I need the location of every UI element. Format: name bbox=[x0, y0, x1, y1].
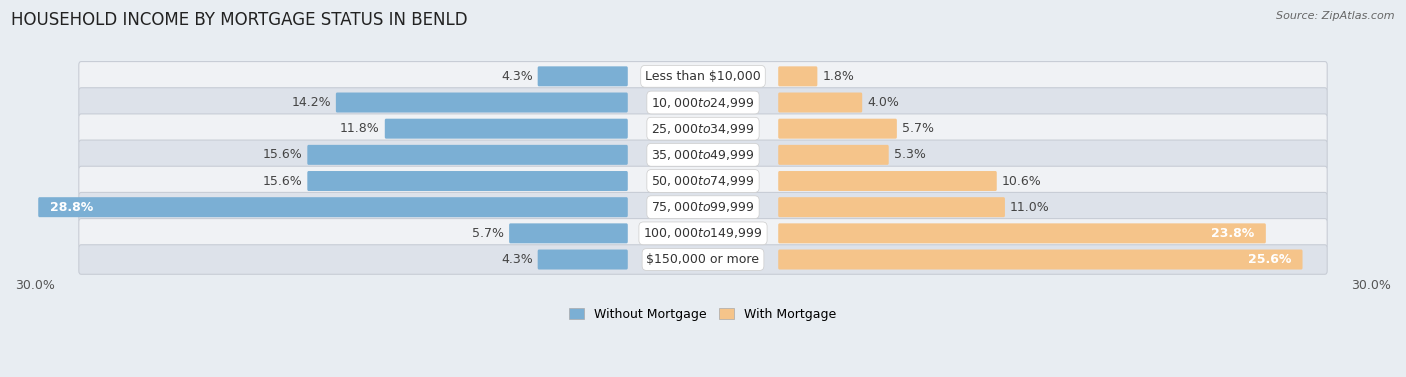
FancyBboxPatch shape bbox=[537, 250, 627, 270]
FancyBboxPatch shape bbox=[79, 219, 1327, 248]
FancyBboxPatch shape bbox=[308, 171, 627, 191]
FancyBboxPatch shape bbox=[79, 88, 1327, 117]
Text: Less than $10,000: Less than $10,000 bbox=[645, 70, 761, 83]
Text: HOUSEHOLD INCOME BY MORTGAGE STATUS IN BENLD: HOUSEHOLD INCOME BY MORTGAGE STATUS IN B… bbox=[11, 11, 468, 29]
FancyBboxPatch shape bbox=[779, 197, 1005, 217]
FancyBboxPatch shape bbox=[779, 223, 1265, 243]
Text: 4.0%: 4.0% bbox=[868, 96, 898, 109]
Text: $75,000 to $99,999: $75,000 to $99,999 bbox=[651, 200, 755, 214]
FancyBboxPatch shape bbox=[509, 223, 627, 243]
FancyBboxPatch shape bbox=[779, 171, 997, 191]
Text: 30.0%: 30.0% bbox=[1351, 279, 1391, 292]
Text: 5.7%: 5.7% bbox=[901, 122, 934, 135]
FancyBboxPatch shape bbox=[79, 166, 1327, 196]
Text: 23.8%: 23.8% bbox=[1211, 227, 1254, 240]
Text: 4.3%: 4.3% bbox=[501, 253, 533, 266]
Text: 10.6%: 10.6% bbox=[1001, 175, 1042, 187]
Text: 11.0%: 11.0% bbox=[1010, 201, 1049, 214]
Legend: Without Mortgage, With Mortgage: Without Mortgage, With Mortgage bbox=[564, 303, 842, 326]
Text: 25.6%: 25.6% bbox=[1247, 253, 1291, 266]
Text: $10,000 to $24,999: $10,000 to $24,999 bbox=[651, 95, 755, 109]
Text: 11.8%: 11.8% bbox=[340, 122, 380, 135]
Text: 30.0%: 30.0% bbox=[15, 279, 55, 292]
Text: 5.3%: 5.3% bbox=[894, 148, 925, 161]
FancyBboxPatch shape bbox=[779, 145, 889, 165]
Text: 4.3%: 4.3% bbox=[501, 70, 533, 83]
FancyBboxPatch shape bbox=[779, 250, 1302, 270]
FancyBboxPatch shape bbox=[385, 119, 627, 139]
FancyBboxPatch shape bbox=[79, 140, 1327, 170]
Text: $50,000 to $74,999: $50,000 to $74,999 bbox=[651, 174, 755, 188]
FancyBboxPatch shape bbox=[336, 92, 627, 112]
FancyBboxPatch shape bbox=[79, 61, 1327, 91]
FancyBboxPatch shape bbox=[779, 66, 817, 86]
Text: 15.6%: 15.6% bbox=[263, 175, 302, 187]
Text: 15.6%: 15.6% bbox=[263, 148, 302, 161]
Text: 28.8%: 28.8% bbox=[49, 201, 93, 214]
Text: 5.7%: 5.7% bbox=[472, 227, 505, 240]
FancyBboxPatch shape bbox=[79, 192, 1327, 222]
Text: $35,000 to $49,999: $35,000 to $49,999 bbox=[651, 148, 755, 162]
FancyBboxPatch shape bbox=[308, 145, 627, 165]
FancyBboxPatch shape bbox=[79, 114, 1327, 144]
Text: 1.8%: 1.8% bbox=[823, 70, 853, 83]
Text: $25,000 to $34,999: $25,000 to $34,999 bbox=[651, 122, 755, 136]
FancyBboxPatch shape bbox=[779, 119, 897, 139]
FancyBboxPatch shape bbox=[779, 92, 862, 112]
Text: Source: ZipAtlas.com: Source: ZipAtlas.com bbox=[1277, 11, 1395, 21]
Text: 14.2%: 14.2% bbox=[291, 96, 330, 109]
FancyBboxPatch shape bbox=[79, 245, 1327, 274]
FancyBboxPatch shape bbox=[537, 66, 627, 86]
Text: $150,000 or more: $150,000 or more bbox=[647, 253, 759, 266]
Text: $100,000 to $149,999: $100,000 to $149,999 bbox=[644, 226, 762, 241]
FancyBboxPatch shape bbox=[38, 197, 627, 217]
